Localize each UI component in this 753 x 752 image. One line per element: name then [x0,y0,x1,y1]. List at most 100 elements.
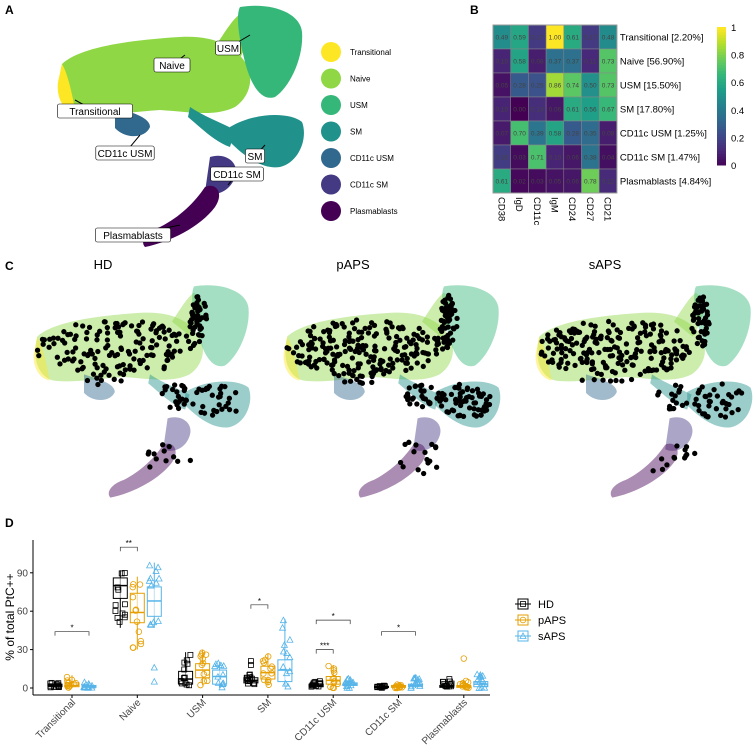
cell-point [707,398,713,405]
cell-point [471,400,477,406]
x-tick-label: Naive [118,697,144,723]
panel-label-a: A [5,3,14,17]
colorbar-segment [717,54,726,58]
cell-point [165,357,171,363]
cell-point [483,400,489,407]
heatmap-cell-value: 0.37 [566,59,579,66]
cell-point [161,448,167,454]
cell-point [174,402,180,408]
cell-point [140,357,146,364]
cell-point [421,470,427,477]
cell-point [569,342,576,348]
significance-label: *** [320,642,329,651]
significance-bracket [119,546,138,552]
cell-point [327,338,334,344]
cell-point [196,386,202,392]
cell-point [404,355,410,362]
cell-point [628,376,635,383]
cell-point [695,316,702,322]
data-point [199,649,206,656]
heatmap-cell-value: 0.38 [584,155,597,162]
legend-label: USM [350,101,368,110]
data-point [48,679,55,686]
cell-point [118,345,124,351]
cell-point [134,328,140,334]
data-point [203,669,211,676]
cell-point [355,361,361,367]
colorbar-segment [717,104,726,108]
y-axis-title: % of total PtC++ [3,573,17,660]
cell-point [637,330,644,336]
heatmap-cell-value: 0.49 [496,35,509,42]
cell-point [420,395,427,402]
cell-point [457,412,463,419]
colorbar-segment [717,137,726,141]
data-point [309,682,316,688]
data-point [440,678,447,685]
cell-point [437,396,444,402]
data-point [112,602,119,609]
cell-point [648,355,654,361]
cell-point [584,334,590,340]
cell-point [373,331,379,337]
data-point [152,567,160,574]
cell-point [160,324,166,330]
cell-point [104,330,111,336]
cluster-region-cd11c-usm [84,374,115,401]
colorbar-segment [717,153,726,158]
heatmap-cell-value: 0.17 [584,35,597,42]
colorbar-segment [717,120,726,125]
cell-point [75,367,81,373]
cell-point [346,370,352,376]
cell-point [131,356,137,362]
cell-point [487,393,493,400]
cell-point [403,367,409,373]
data-point [200,671,207,678]
cell-point [196,338,203,345]
significance-bracket [54,631,90,636]
cell-point [380,358,386,364]
cell-point [73,333,79,339]
cell-point [92,355,98,362]
cell-point [425,460,431,466]
legend-swatch [321,42,341,62]
heatmap-cell-value: 0.05 [549,179,562,186]
cell-point [554,346,560,352]
cell-point [692,450,698,457]
cell-point [127,363,133,369]
cell-point [439,328,445,335]
cell-point [720,398,726,404]
cell-point [695,390,701,396]
cell-point [187,457,193,464]
cell-point [583,352,590,358]
cell-point [95,381,101,388]
data-point [116,618,123,625]
cell-point [166,343,172,349]
heatmap-cell-value: 0.06 [566,179,579,186]
cell-point [54,354,60,360]
data-point [478,677,487,684]
heatmap-column-label: CD38 [495,197,506,221]
cell-point [109,349,115,356]
cell-point [706,321,712,327]
umap-by-group: HD pAPS sAPS [33,257,753,498]
cell-point [607,378,614,384]
cell-point [311,324,317,330]
cell-point [413,341,419,348]
data-point [198,661,206,669]
cell-point [412,383,419,389]
cell-point [677,338,683,344]
cell-point [691,315,697,321]
cluster-label-box [95,145,155,161]
data-point [308,683,315,690]
cluster-region-sm [188,107,235,147]
cell-point [610,322,616,328]
data-point [279,616,288,624]
colorbar-segment [717,29,726,34]
cell-point [175,393,182,400]
cell-point [340,362,346,369]
cell-point [80,323,86,329]
data-point [265,681,272,688]
cell-point [350,320,356,326]
